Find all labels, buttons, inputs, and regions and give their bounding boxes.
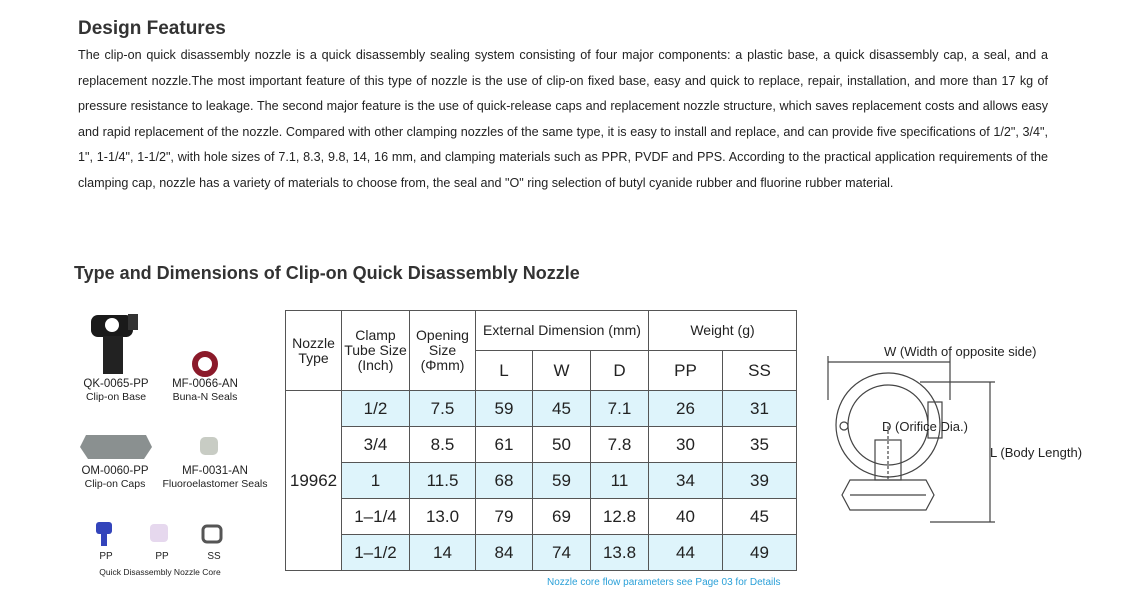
cell: 61 bbox=[475, 426, 533, 463]
nozzle-dimension-diagram bbox=[827, 356, 995, 523]
cell: 30 bbox=[648, 426, 723, 463]
header-external-dimension: External Dimension (mm) bbox=[475, 310, 649, 351]
cell: 13.0 bbox=[409, 498, 476, 535]
core-pp-label: PP bbox=[155, 551, 169, 562]
part-om-0060: OM-0060-PP Clip-on Caps bbox=[81, 465, 149, 490]
header-nozzle-type: Nozzle Type bbox=[285, 310, 342, 391]
table-row: 3/4 8.5 61 50 7.8 30 35 bbox=[286, 426, 797, 463]
cell: 35 bbox=[722, 426, 797, 463]
cell: 44 bbox=[648, 534, 723, 571]
cell: 14 bbox=[409, 534, 476, 571]
nozzle-core-images bbox=[96, 522, 223, 546]
cell: 1–1/4 bbox=[341, 498, 410, 535]
header-ss: SS bbox=[722, 350, 797, 391]
cell: 31 bbox=[722, 390, 797, 427]
cell: 1/2 bbox=[341, 390, 410, 427]
header-l: L bbox=[475, 350, 533, 391]
header-opening-size: Opening Size (Φmm) bbox=[409, 310, 476, 391]
width-label: W (Width of opposite side) bbox=[884, 344, 1037, 359]
core-pp-label: PP bbox=[99, 551, 113, 562]
cell: 13.8 bbox=[590, 534, 649, 571]
cell: 50 bbox=[532, 426, 591, 463]
cell: 7.5 bbox=[409, 390, 476, 427]
header-clamp-size: Clamp Tube Size (Inch) bbox=[341, 310, 410, 391]
flow-parameters-note: Nozzle core flow parameters see Page 03 … bbox=[547, 577, 781, 588]
header-d: D bbox=[590, 350, 649, 391]
cell: 34 bbox=[648, 462, 723, 499]
cell: 45 bbox=[532, 390, 591, 427]
table-row: 1 11.5 68 59 11 34 39 bbox=[286, 462, 797, 499]
part-mf-0031: MF-0031-AN Fluoroelastomer Seals bbox=[162, 465, 268, 490]
section-heading: Type and Dimensions of Clip-on Quick Dis… bbox=[74, 263, 580, 283]
core-ss-label: SS bbox=[207, 551, 221, 562]
cell: 26 bbox=[648, 390, 723, 427]
cell: 49 bbox=[722, 534, 797, 571]
clip-on-base-image bbox=[91, 314, 138, 374]
header-w: W bbox=[532, 350, 591, 391]
header-weight: Weight (g) bbox=[648, 310, 797, 351]
part-mf-0066: MF-0066-AN Buna-N Seals bbox=[172, 378, 238, 403]
nozzle-type-cell: 19962 bbox=[285, 390, 342, 571]
cell: 59 bbox=[532, 462, 591, 499]
cell: 39 bbox=[722, 462, 797, 499]
core-caption: Quick Disassembly Nozzle Core bbox=[99, 567, 221, 577]
table-row: 1–1/2 14 84 74 13.8 44 49 bbox=[286, 534, 797, 571]
cell: 74 bbox=[532, 534, 591, 571]
cell: 12.8 bbox=[590, 498, 649, 535]
header-pp: PP bbox=[648, 350, 723, 391]
cell: 11.5 bbox=[409, 462, 476, 499]
orifice-label: D (Orifice Dia.) bbox=[882, 419, 968, 434]
cell: 1 bbox=[341, 462, 410, 499]
fluoroelastomer-seal-image bbox=[200, 437, 218, 455]
cell: 79 bbox=[475, 498, 533, 535]
cell: 59 bbox=[475, 390, 533, 427]
cell: 11 bbox=[590, 462, 649, 499]
part-qk-0065: QK-0065-PP Clip-on Base bbox=[83, 378, 149, 403]
cell: 68 bbox=[475, 462, 533, 499]
cell: 8.5 bbox=[409, 426, 476, 463]
cell: 40 bbox=[648, 498, 723, 535]
cell: 7.8 bbox=[590, 426, 649, 463]
table-row: 1–1/4 13.0 79 69 12.8 40 45 bbox=[286, 498, 797, 535]
cell: 3/4 bbox=[341, 426, 410, 463]
cell: 45 bbox=[722, 498, 797, 535]
cell: 7.1 bbox=[590, 390, 649, 427]
table-row: 19962 1/2 7.5 59 45 7.1 26 31 bbox=[285, 390, 797, 571]
cell: 84 bbox=[475, 534, 533, 571]
cell: 1–1/2 bbox=[341, 534, 410, 571]
buna-n-seal-image bbox=[192, 351, 218, 377]
clip-on-cap-image bbox=[80, 435, 152, 459]
length-label: L (Body Length) bbox=[990, 445, 1083, 460]
design-features-text: The clip-on quick disassembly nozzle is … bbox=[78, 48, 1048, 190]
design-features-heading: Design Features bbox=[78, 18, 226, 39]
dimensions-table: Nozzle Type Clamp Tube Size (Inch) Openi… bbox=[285, 310, 797, 571]
cell: 69 bbox=[532, 498, 591, 535]
